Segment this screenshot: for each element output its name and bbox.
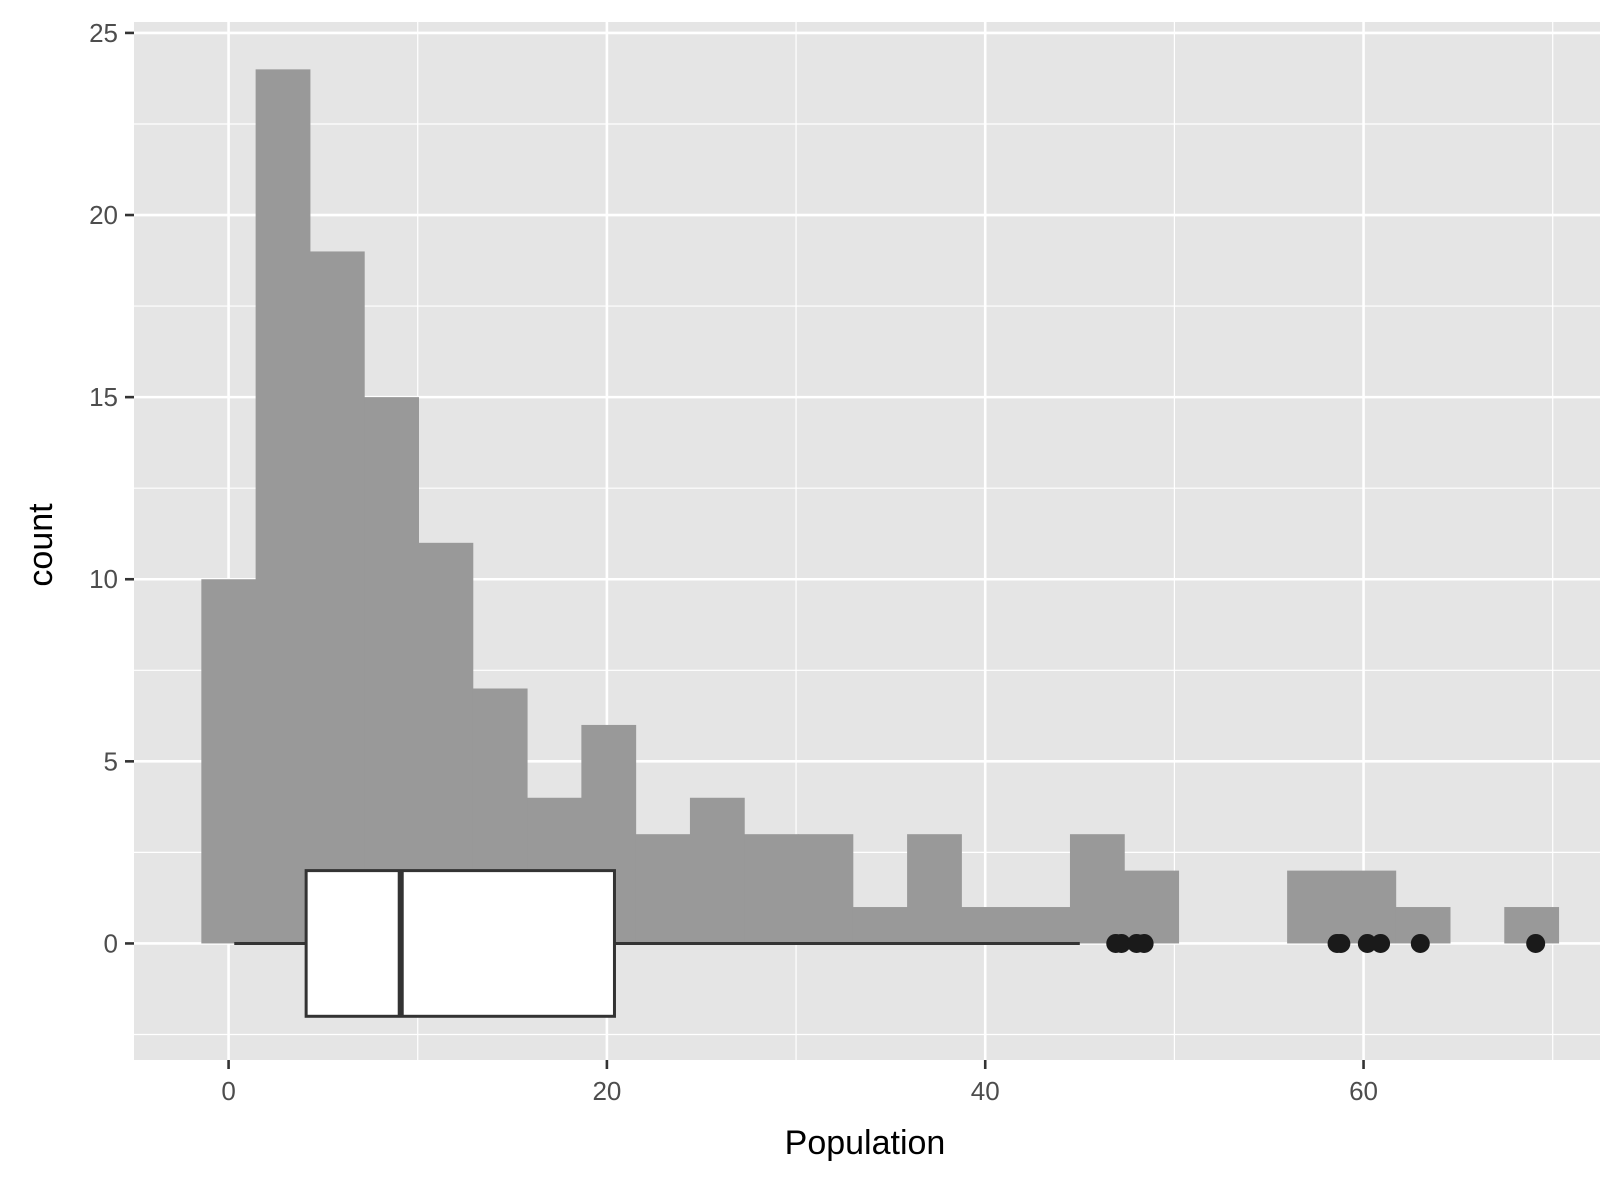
y-tick-label: 10	[89, 564, 118, 594]
y-tick-label: 0	[104, 928, 118, 958]
box-iqr	[304, 869, 616, 1018]
x-axis: 0 20 40 60	[221, 1060, 1378, 1106]
histogram-bar	[635, 834, 691, 944]
x-tick-label: 60	[1349, 1076, 1378, 1106]
x-tick-label: 20	[592, 1076, 621, 1106]
y-axis-title: count	[22, 503, 60, 587]
boxplot-outliers	[1106, 933, 1546, 953]
histogram-bar	[907, 834, 962, 944]
y-tick-label: 5	[104, 746, 118, 776]
outlier-point	[1357, 933, 1377, 953]
histogram-bar	[255, 69, 311, 944]
histogram-bar	[1015, 907, 1071, 944]
histogram-bar	[309, 251, 365, 944]
x-tick-label: 40	[971, 1076, 1000, 1106]
outlier-point	[1410, 933, 1430, 953]
histogram-bar	[798, 834, 854, 944]
boxplot	[234, 869, 1080, 1018]
outlier-point	[1526, 933, 1546, 953]
histogram-bar	[744, 834, 800, 944]
y-axis: 0 5 10 15 20 25	[89, 18, 134, 958]
histogram-bar	[852, 907, 908, 944]
outlier-point	[1134, 933, 1154, 953]
y-tick-label: 25	[89, 18, 118, 48]
histogram-bar	[1069, 834, 1125, 944]
histogram-bar	[1124, 870, 1180, 944]
y-tick-label: 15	[89, 382, 118, 412]
histogram-bar	[201, 579, 257, 944]
histogram-bar	[1287, 870, 1342, 944]
histogram-bar	[1341, 870, 1397, 944]
x-tick-label: 0	[221, 1076, 235, 1106]
x-axis-title: Population	[785, 1124, 946, 1162]
histogram-bar	[689, 797, 745, 944]
outlier-point	[1371, 933, 1391, 953]
y-tick-label: 20	[89, 200, 118, 230]
outlier-point	[1111, 933, 1131, 953]
histogram-bar	[961, 907, 1017, 944]
outlier-point	[1331, 933, 1351, 953]
histogram-bar	[364, 397, 419, 944]
